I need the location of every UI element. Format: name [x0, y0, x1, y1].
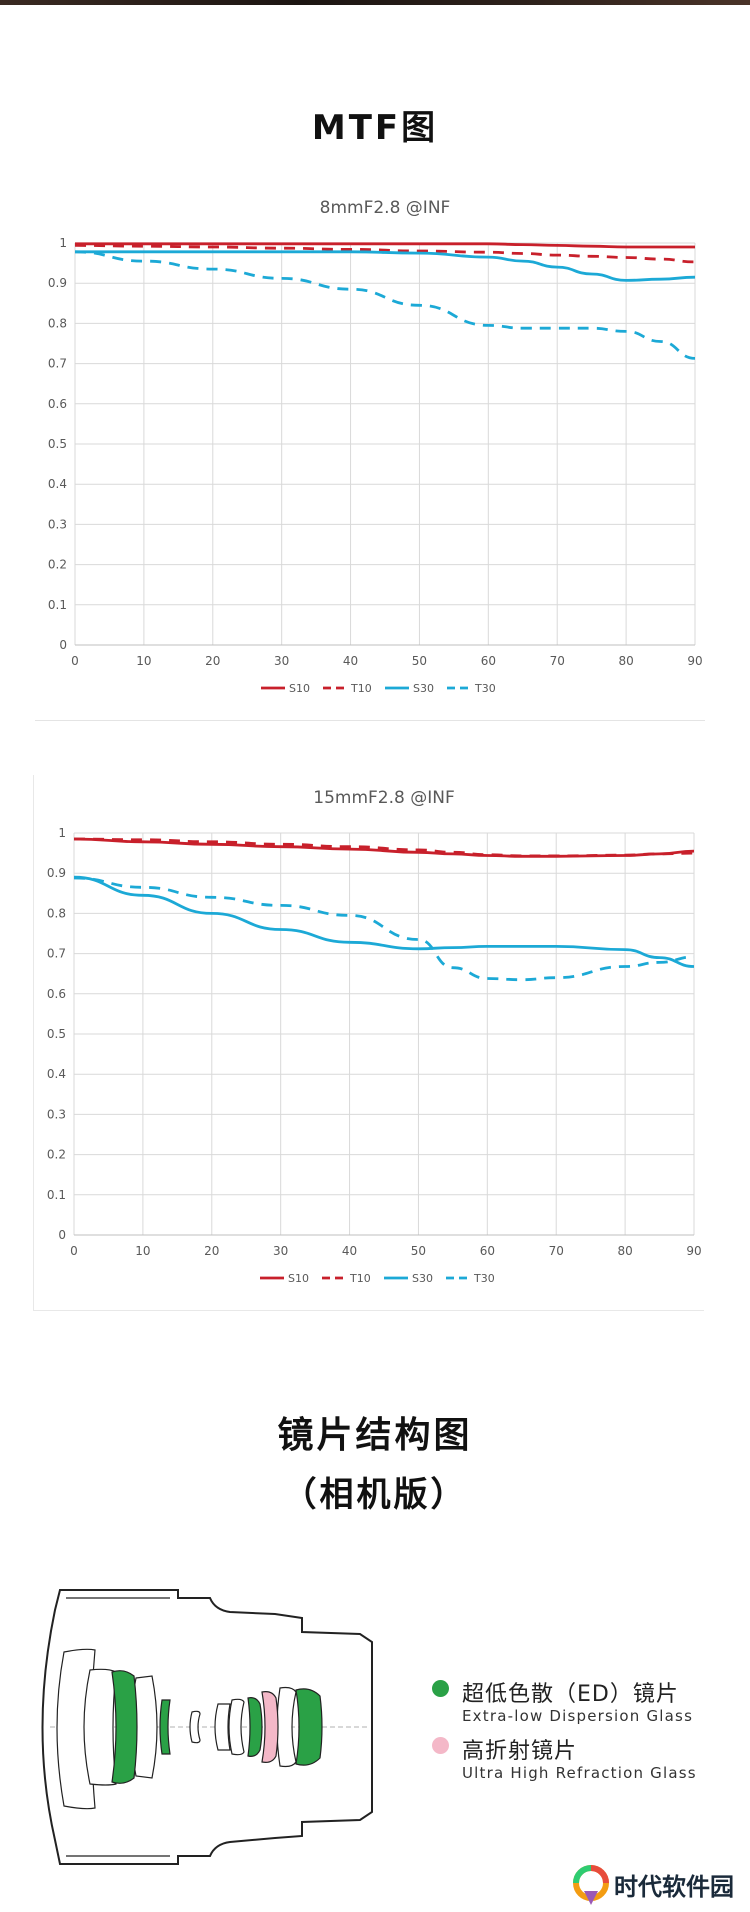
- y-tick-label: 0.5: [47, 1027, 66, 1041]
- legend-label-t30: T30: [474, 682, 496, 695]
- mtf-chart-8mm-container: 8mmF2.8 @INF 0 0.1 0.2 0.3 0.4 0.5 0.6 0.7 0.8 0.9…: [35, 185, 705, 721]
- series-line-t10: [74, 244, 696, 264]
- uhr-glass-label-en: Ultra High Refraction Glass: [462, 1764, 697, 1782]
- series-line-s10: [75, 242, 695, 249]
- x-tick-label: 0: [70, 1244, 78, 1258]
- x-tick-label: 80: [618, 654, 633, 668]
- chart-title: 15mmF2.8 @INF: [313, 788, 454, 808]
- lens-elements: [56, 1648, 297, 1810]
- lens-structure-diagram: [41, 1589, 373, 1865]
- uhr-glass-dot: [432, 1737, 449, 1754]
- y-tick-label: 0.8: [47, 906, 66, 920]
- x-tick-label: 10: [136, 654, 151, 668]
- y-tick-label: 0.3: [47, 1107, 66, 1121]
- x-tick-label: 40: [343, 654, 358, 668]
- y-tick-label: 0.3: [48, 517, 67, 531]
- ed-glass-label-en: Extra-low Dispersion Glass: [462, 1707, 694, 1725]
- y-tick-label: 0.2: [48, 558, 67, 572]
- series-line-s30: [75, 250, 696, 282]
- ed-glass-dot: [432, 1680, 449, 1697]
- x-tick-label: 50: [411, 1244, 426, 1258]
- y-tick-label: 0.4: [48, 477, 67, 491]
- lens-barrel-outline: [41, 1589, 373, 1865]
- watermark: 时代软件园: [570, 1855, 750, 1912]
- y-tick-label: 1: [58, 826, 66, 840]
- legend-label-t10: T10: [349, 1272, 371, 1285]
- y-tick-label: 0.9: [47, 866, 66, 880]
- ed-glass-elements: [111, 1670, 323, 1784]
- lens-structure-subtitle: （相机版）: [282, 1475, 468, 1515]
- y-tick-label: 0.2: [47, 1148, 66, 1162]
- x-tick-label: 90: [686, 1244, 701, 1258]
- watermark-text: 时代软件园: [614, 1873, 734, 1901]
- legend-label-s30: S30: [412, 1272, 433, 1285]
- legend-label-s30: S30: [413, 682, 434, 695]
- x-tick-label: 20: [204, 1244, 219, 1258]
- mtf-section-title: MTF图: [311, 108, 439, 148]
- y-tick-label: 0.1: [47, 1188, 66, 1202]
- mtf-chart-15mm: 15mmF2.8 @INF 0 0.1 0.2 0.3 0.4 0.5 0.6 0.7 0.8 0.…: [47, 788, 702, 1285]
- top-photo-strip: [0, 0, 750, 5]
- x-tick-label: 50: [412, 654, 427, 668]
- y-tick-label: 0: [59, 638, 67, 652]
- x-tick-label: 10: [135, 1244, 150, 1258]
- legend-label-t30: T30: [473, 1272, 495, 1285]
- series-line-t30: [74, 250, 696, 360]
- mtf-chart-8mm: 8mmF2.8 @INF 0 0.1 0.2 0.3 0.4 0.5 0.6 0.7 0.8 0.9…: [48, 198, 703, 695]
- y-tick-label: 0.6: [47, 987, 66, 1001]
- y-tick-label: 0: [58, 1228, 66, 1242]
- y-tick-label: 0.7: [47, 947, 66, 961]
- uhr-glass-label: 高折射镜片: [462, 1739, 578, 1764]
- y-tick-label: 0.5: [48, 437, 67, 451]
- y-tick-label: 0.7: [48, 357, 67, 371]
- y-tick-label: 0.4: [47, 1067, 66, 1081]
- x-tick-label: 30: [274, 654, 289, 668]
- watermark-logo-icon: [573, 1865, 609, 1905]
- y-tick-label: 0.9: [48, 276, 67, 290]
- y-tick-label: 0.1: [48, 598, 67, 612]
- series-line-t30: [73, 876, 695, 982]
- x-tick-label: 80: [617, 1244, 632, 1258]
- x-tick-label: 0: [71, 654, 79, 668]
- x-tick-label: 60: [481, 654, 496, 668]
- ed-glass-label: 超低色散（ED）镜片: [462, 1682, 679, 1707]
- mtf-chart-15mm-container: 15mmF2.8 @INF 0 0.1 0.2 0.3 0.4 0.5 0.6 0.7 0.8 0.…: [33, 775, 704, 1311]
- series-line-t10: [73, 837, 695, 858]
- x-tick-label: 90: [687, 654, 702, 668]
- x-tick-label: 40: [342, 1244, 357, 1258]
- legend-label-s10: S10: [289, 682, 310, 695]
- series-line-s30: [73, 875, 695, 968]
- x-tick-label: 20: [205, 654, 220, 668]
- y-tick-label: 0.6: [48, 397, 67, 411]
- y-tick-label: 0.8: [48, 316, 67, 330]
- chart-title: 8mmF2.8 @INF: [320, 198, 451, 218]
- y-tick-label: 1: [59, 236, 67, 250]
- x-tick-label: 70: [550, 654, 565, 668]
- uhr-glass-element: [261, 1691, 279, 1763]
- lens-structure-title: 镜片结构图: [277, 1415, 473, 1456]
- legend-label-t10: T10: [350, 682, 372, 695]
- x-tick-label: 70: [549, 1244, 564, 1258]
- legend-label-s10: S10: [288, 1272, 309, 1285]
- x-tick-label: 30: [273, 1244, 288, 1258]
- x-tick-label: 60: [480, 1244, 495, 1258]
